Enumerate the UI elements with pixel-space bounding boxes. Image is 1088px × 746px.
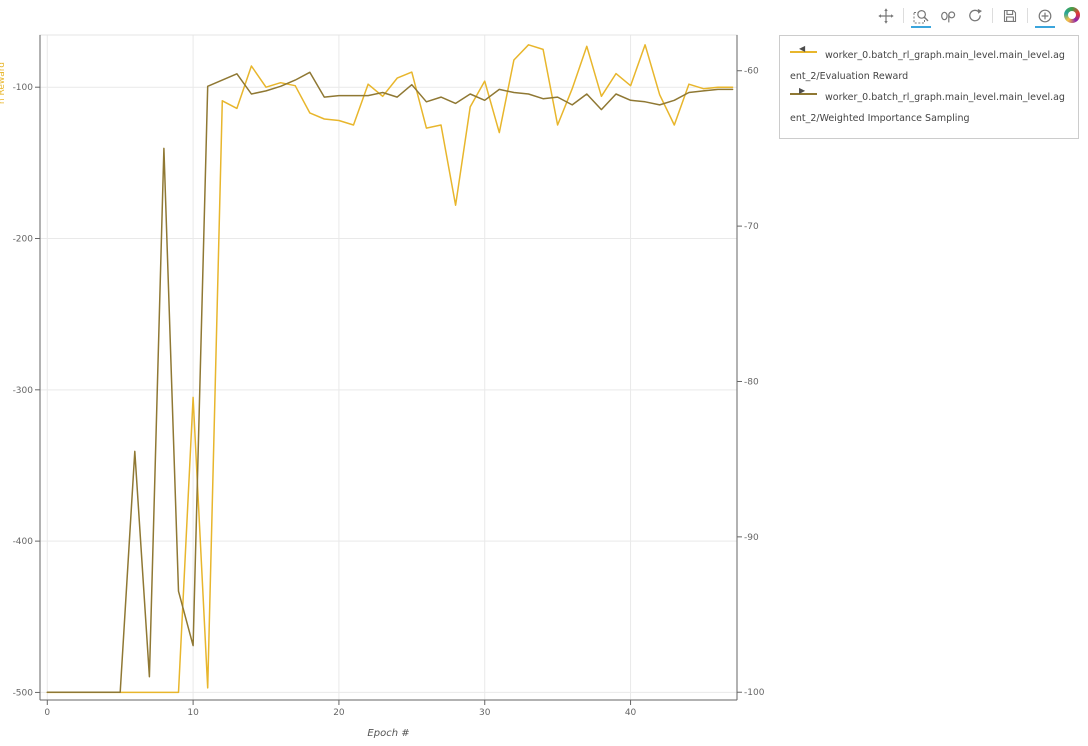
svg-text:-300: -300 — [13, 386, 34, 396]
svg-text:40: 40 — [625, 708, 637, 718]
reset-icon — [967, 8, 983, 24]
hover-icon — [1037, 8, 1053, 24]
legend-label: worker_0.batch_rl_graph.main_level.main_… — [790, 50, 1065, 82]
legend-label: worker_0.batch_rl_graph.main_level.main_… — [790, 92, 1065, 124]
svg-text:-90: -90 — [744, 533, 759, 543]
legend-glyph: ◀ — [790, 44, 820, 58]
line-swatch — [790, 51, 817, 53]
box-zoom-tool-button[interactable] — [911, 6, 931, 28]
bokeh-logo-icon — [1064, 7, 1080, 23]
toolbar-separator — [1027, 8, 1028, 23]
save-icon — [1002, 8, 1018, 24]
legend-item-weighted-importance-sampling[interactable]: ▶ worker_0.batch_rl_graph.main_level.main… — [790, 86, 1068, 129]
wheel-zoom-tool-button[interactable] — [938, 6, 958, 28]
bokeh-logo[interactable] — [1062, 6, 1082, 32]
svg-text:-60: -60 — [744, 67, 759, 77]
svg-text:-80: -80 — [744, 377, 759, 387]
svg-text:30: 30 — [479, 708, 491, 718]
pan-tool-button[interactable] — [876, 6, 896, 28]
svg-text:-70: -70 — [744, 222, 759, 232]
legend: ◀ worker_0.batch_rl_graph.main_level.main… — [779, 35, 1079, 139]
svg-text:-200: -200 — [13, 235, 34, 245]
svg-text:-400: -400 — [13, 537, 34, 547]
left-axis-label-clipped: worker_0.batch_rl_graph.main_level.main_… — [0, 62, 8, 104]
box-zoom-icon — [913, 8, 929, 24]
line-swatch — [790, 93, 817, 95]
svg-text:-100: -100 — [744, 688, 765, 698]
svg-text:10: 10 — [187, 708, 199, 718]
toolbar-separator — [903, 8, 904, 23]
hover-tool-button[interactable] — [1035, 6, 1055, 28]
svg-text:-500: -500 — [13, 688, 34, 698]
right-axis-marker-icon: ▶ — [799, 86, 806, 95]
left-axis-marker-icon: ◀ — [799, 44, 806, 53]
pan-icon — [878, 8, 894, 24]
plot-toolbar — [876, 6, 1082, 32]
save-tool-button[interactable] — [1000, 6, 1020, 28]
reset-tool-button[interactable] — [965, 6, 985, 28]
svg-text:20: 20 — [333, 708, 345, 718]
x-axis-label: Epoch # — [367, 728, 410, 739]
legend-glyph: ▶ — [790, 86, 820, 100]
toolbar-separator — [992, 8, 993, 23]
legend-item-evaluation-reward[interactable]: ◀ worker_0.batch_rl_graph.main_level.main… — [790, 44, 1068, 87]
wheel-zoom-icon — [940, 8, 956, 24]
svg-text:-100: -100 — [13, 83, 34, 93]
left-axis-label-text: worker_0.batch_rl_graph.main_level.main_… — [0, 62, 7, 104]
svg-text:0: 0 — [44, 708, 50, 718]
